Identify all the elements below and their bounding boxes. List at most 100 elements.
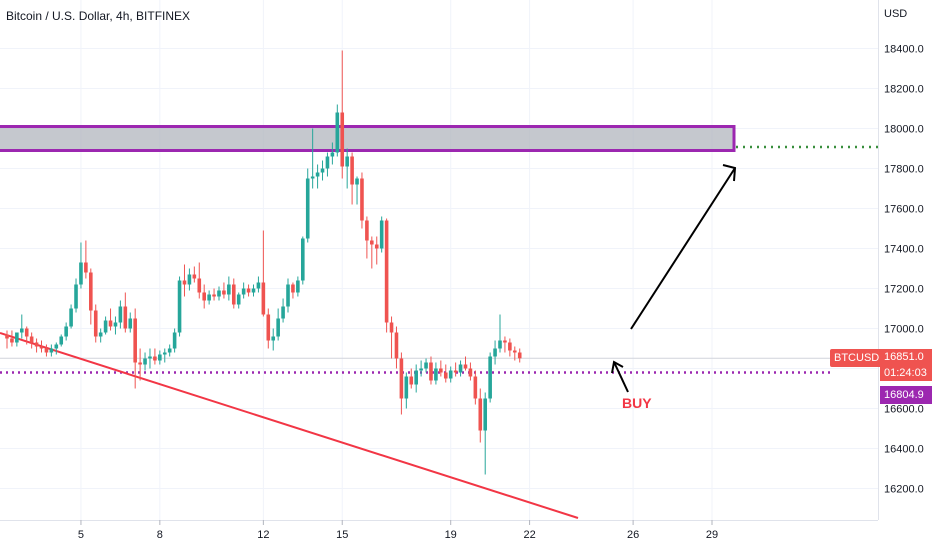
candle-body [247,289,251,293]
candle-body [296,281,300,293]
candle-body [286,285,290,307]
candle [375,237,379,265]
candle-body [518,353,522,359]
candle-body [227,285,231,295]
currency-label: USD [884,8,907,20]
candle-body [64,327,68,337]
candle-body [419,369,423,371]
candle [444,365,448,383]
candle [518,349,522,363]
candle [104,317,108,335]
candle-body [424,363,428,369]
candle-body [385,221,389,323]
candle-body [400,359,404,399]
candle [276,309,280,341]
candle [439,361,443,377]
candle-body [478,399,482,431]
candle-body [321,169,325,173]
candle [173,329,177,353]
candle-body [202,293,206,301]
candle [193,267,197,283]
time-axis[interactable]: 5 8 12 15 19 22 26 29 [0,520,878,541]
candle [10,331,14,347]
candle-body [114,323,118,327]
candle-body [94,311,98,337]
candle [15,333,19,347]
candle [30,333,34,349]
candle-body [143,359,147,365]
candle-body [74,285,78,309]
candle-body [390,323,394,333]
candle-body [370,241,374,245]
candle [168,345,172,357]
candle-body [380,221,384,249]
price-tick-label: 18400.0 [884,44,924,56]
candle-body [488,357,492,399]
candle [424,359,428,373]
candle [350,153,354,205]
resistance-zone[interactable] [0,127,734,151]
candle-body [242,289,246,295]
time-tick-label: 5 [78,529,84,541]
candle-body [25,329,29,337]
candle-body [276,319,280,337]
candle [207,291,211,305]
time-tick-label: 26 [627,529,639,541]
candle [281,299,285,323]
candle [493,341,497,365]
price-axis[interactable]: 16200.016400.016600.016800.017000.017200… [879,0,924,520]
candle [59,335,63,347]
candle [64,323,68,341]
candle-body [271,337,275,341]
candle-body [232,285,236,305]
candle-body [163,353,167,355]
candle-body [345,157,349,167]
candle [124,293,128,333]
candle-body [168,349,172,353]
candle-body [173,333,177,349]
candle [405,373,409,409]
candle-body [55,345,59,349]
candle-body [434,369,438,381]
candle-body [405,377,409,399]
time-tick-label: 19 [445,529,457,541]
candle [227,277,231,301]
candle [128,313,132,333]
candle-body [252,289,256,293]
time-tick-label: 29 [706,529,718,541]
candle [5,331,9,349]
price-tick-label: 17800.0 [884,164,924,176]
candle [434,363,438,385]
candle-body [222,291,226,295]
candle-body [375,245,379,249]
candle-body [35,343,39,347]
candle-body [306,179,310,239]
candle [40,341,44,353]
candle [395,327,399,369]
candle [370,237,374,269]
candle [336,105,340,157]
candle [163,349,167,363]
candle-body [508,343,512,351]
candle [237,293,241,309]
resistance-zone-rect [0,127,734,151]
price-tick-label: 16200.0 [884,484,924,496]
candle [45,345,49,357]
candle-body [316,173,320,177]
candle-body [331,153,335,157]
candle-body [124,307,128,329]
candle [232,279,236,309]
candle-body [355,179,359,185]
candle [183,265,187,297]
candle-body [464,365,468,369]
candle [498,315,502,353]
candle-body [257,283,261,289]
candle-body [409,377,413,385]
candle [94,305,98,343]
candle [20,315,24,339]
candle-body [45,349,49,353]
candle-body [262,283,266,315]
candle-body [340,113,344,167]
candle [89,269,93,325]
